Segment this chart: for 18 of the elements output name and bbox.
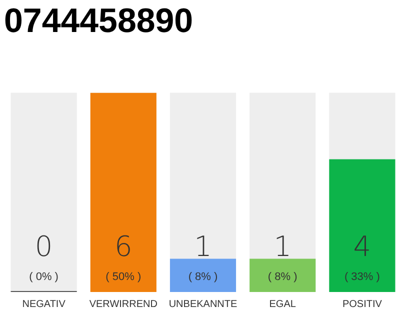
bar xyxy=(170,258,236,292)
x-tick-label: EGAL xyxy=(269,298,296,310)
x-tick-label: POSITIV xyxy=(342,298,382,310)
data-label: 1 xyxy=(194,230,212,263)
x-tick-label: VERWIRREND xyxy=(89,298,158,310)
annotation: ( 50% ) xyxy=(106,271,142,283)
annotation: ( 8% ) xyxy=(188,271,218,283)
x-tick-label: NEGATIV xyxy=(22,298,66,310)
annotation: ( 8% ) xyxy=(268,271,298,283)
bar xyxy=(250,258,316,292)
data-label: 0 xyxy=(34,230,53,263)
data-label: 1 xyxy=(274,230,292,263)
annotation: ( 33% ) xyxy=(344,271,380,283)
data-label: 4 xyxy=(353,230,372,263)
annotation: ( 0% ) xyxy=(29,271,58,283)
data-label: 6 xyxy=(114,230,132,263)
x-tick-label: UNBEKANNTE xyxy=(168,298,238,310)
chart-title: 0744458890 xyxy=(4,2,194,40)
